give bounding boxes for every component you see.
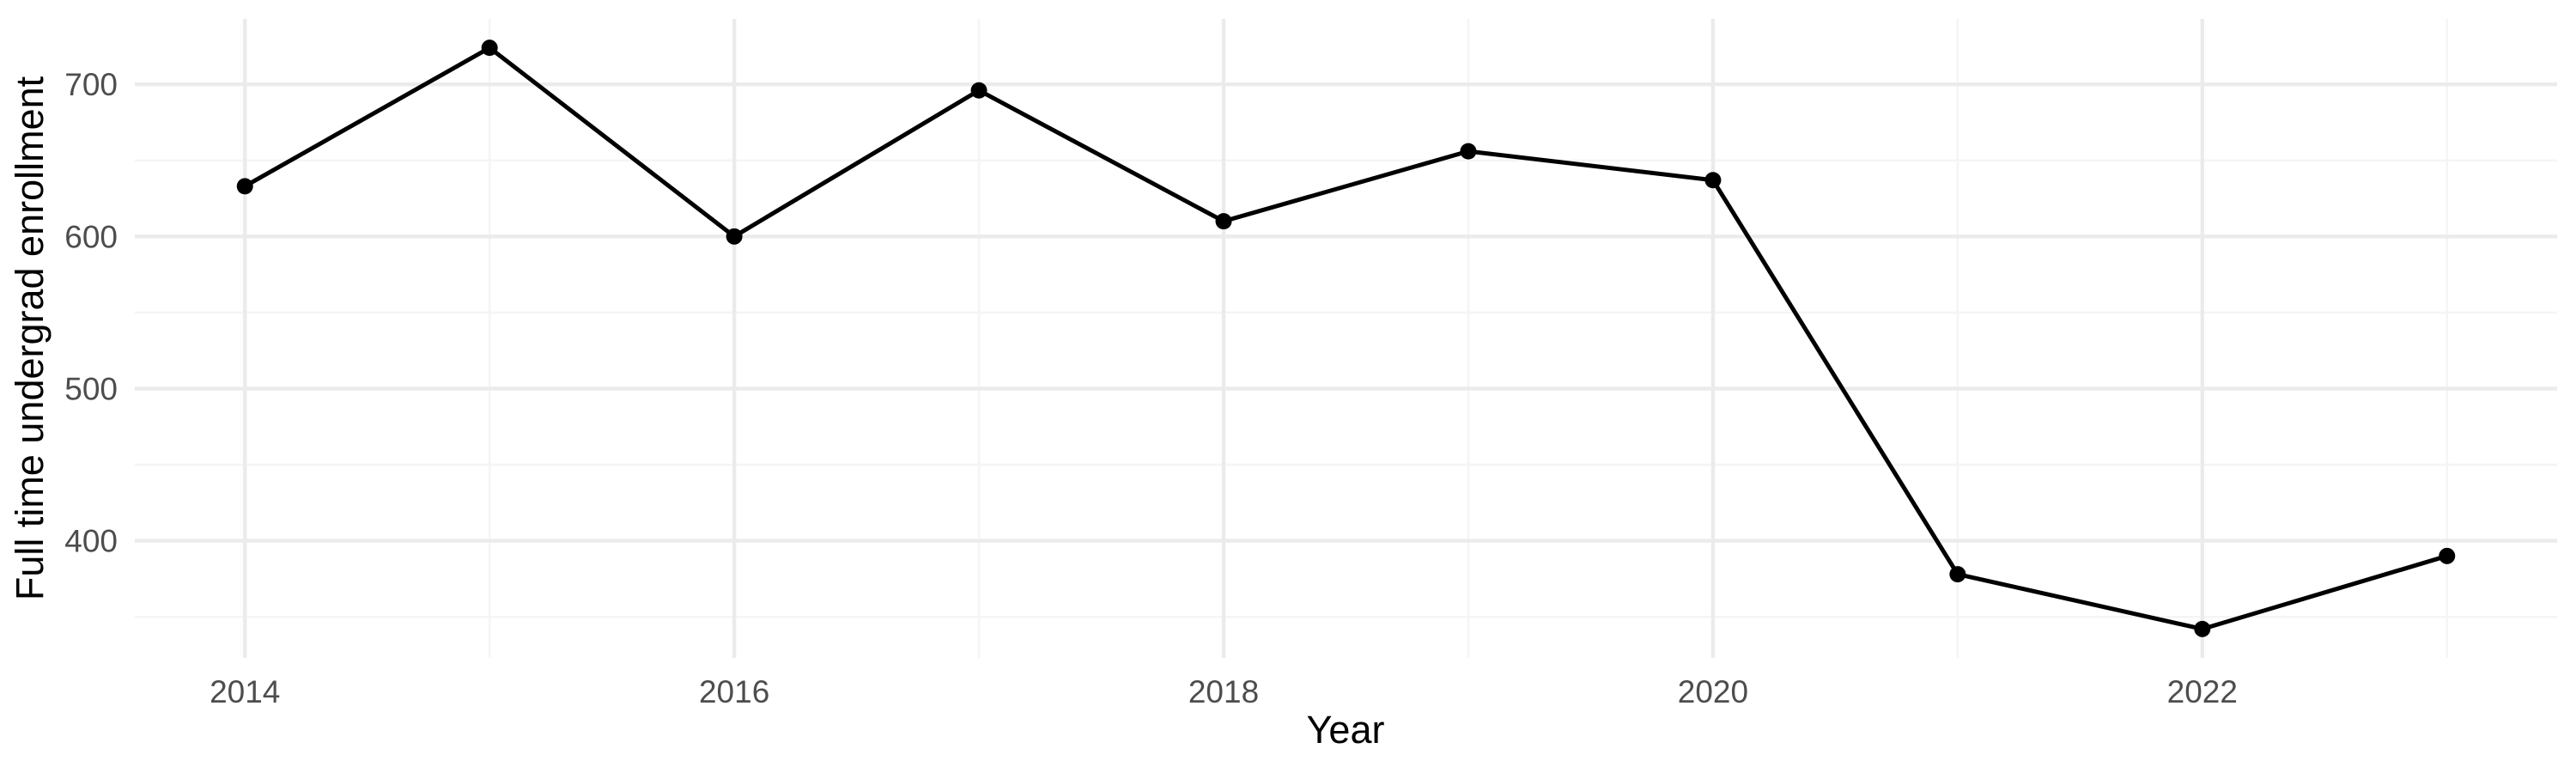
x-tick-label: 2018 — [1188, 674, 1259, 709]
enrollment-trend-line — [242, 46, 2450, 631]
x-axis-title: Year — [1307, 708, 1385, 752]
data-series-layer — [236, 40, 2456, 637]
data-point-2015 — [481, 40, 498, 57]
y-tick-label: 400 — [64, 524, 118, 559]
data-point-2022 — [2194, 620, 2211, 637]
gridlines-major — [135, 19, 2557, 658]
y-axis-title: Full time undergrad enrollment — [8, 76, 52, 600]
y-tick-label: 500 — [64, 371, 118, 406]
data-point-2021 — [1949, 566, 1966, 583]
x-axis-tick-labels: 2014 2016 2018 2020 2022 — [210, 674, 2238, 709]
y-tick-label: 600 — [64, 219, 118, 254]
data-point-2019 — [1460, 143, 1477, 160]
data-point-2014 — [236, 178, 253, 195]
data-point-2023 — [2439, 547, 2456, 564]
x-tick-label: 2014 — [210, 674, 280, 709]
x-tick-label: 2016 — [699, 674, 769, 709]
gridlines-minor — [135, 19, 2557, 658]
y-tick-label: 700 — [64, 67, 118, 102]
x-tick-label: 2020 — [1678, 674, 1748, 709]
data-point-2017 — [970, 82, 987, 99]
x-tick-label: 2022 — [2167, 674, 2238, 709]
data-point-2020 — [1704, 172, 1722, 189]
data-point-2018 — [1215, 213, 1232, 230]
y-axis-tick-labels: 400 500 600 700 — [64, 67, 118, 558]
data-point-2016 — [726, 228, 743, 245]
